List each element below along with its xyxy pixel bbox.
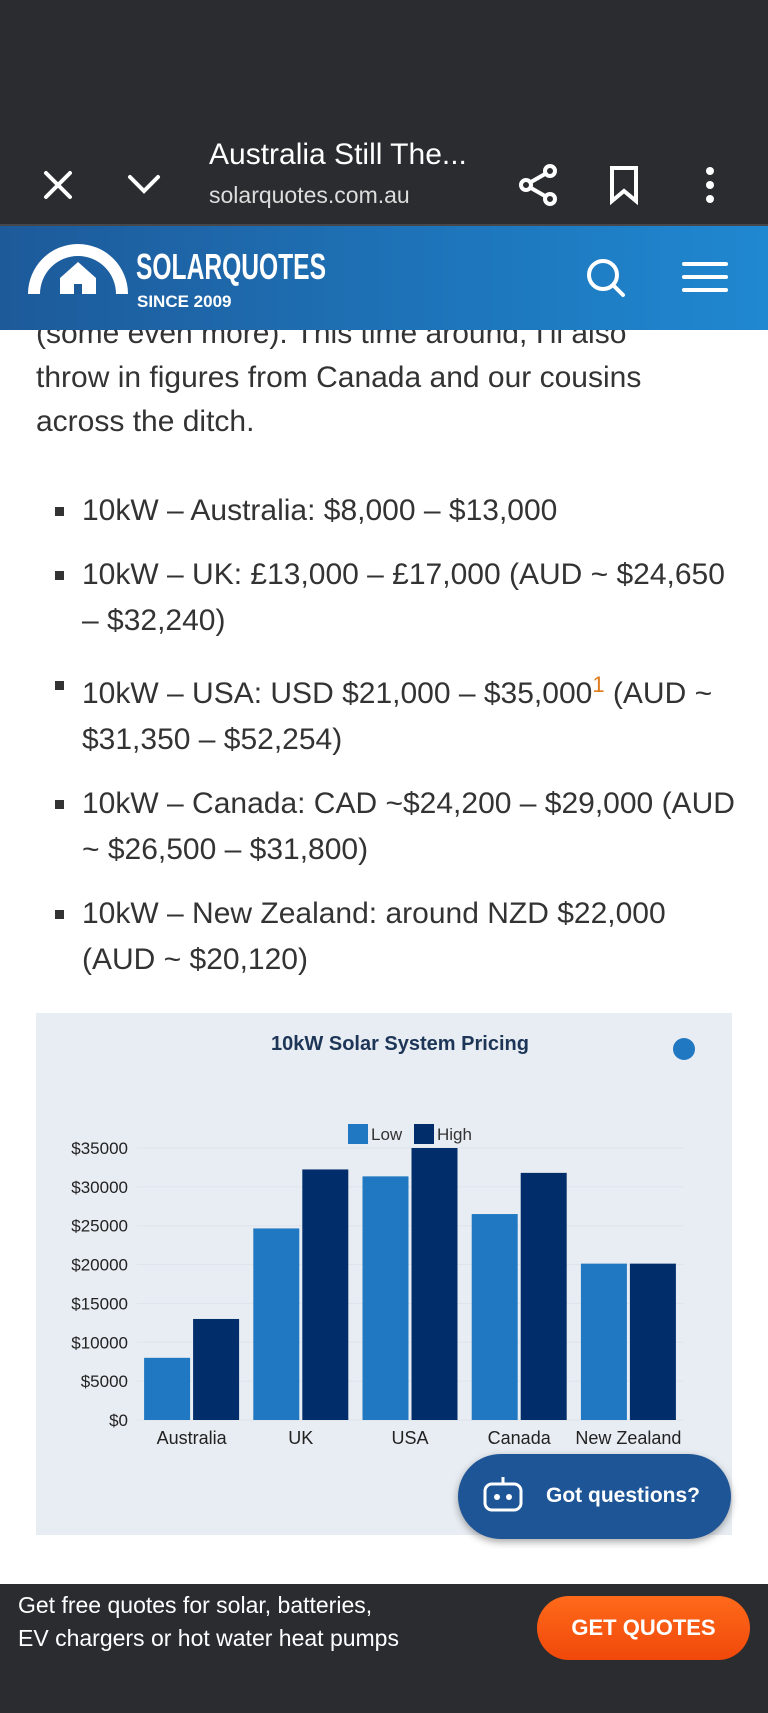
bar (520, 1172, 567, 1420)
bar (629, 1263, 676, 1420)
x-tick-label: New Zealand (575, 1428, 681, 1448)
legend-swatch (348, 1124, 368, 1144)
bar (362, 1176, 409, 1420)
share-icon[interactable] (519, 164, 557, 206)
legend-swatch (414, 1124, 434, 1144)
y-tick-label: $25000 (71, 1217, 128, 1236)
y-tick-label: $5000 (81, 1372, 128, 1391)
article: (some even more). This time around, I'll… (36, 312, 736, 1001)
list-item: 10kW – USA: USD $21,000 – $35,0001 (AUD … (55, 662, 736, 763)
bookmark-icon[interactable] (610, 166, 638, 206)
banner-text: EV chargers or hot water heat pumps (18, 1625, 399, 1651)
footnote[interactable]: 1 (592, 672, 605, 697)
close-icon[interactable] (44, 171, 72, 199)
x-tick-label: Australia (157, 1428, 228, 1448)
item-text: 10kW – UK: £13,000 – £17,000 (AUD ~ $24,… (82, 558, 725, 637)
legend-label: Low (371, 1125, 403, 1144)
banner-text: Get free quotes for solar, batteries, (18, 1592, 373, 1618)
header-graphics: SOLARQUOTES SINCE 2009 (28, 244, 728, 311)
item-text: 10kW – USA: USD $21,000 – $35,000 (82, 677, 593, 710)
nav-bar (0, 1668, 768, 1713)
paragraph-line: across the ditch. (36, 405, 255, 438)
menu-icon[interactable] (682, 262, 728, 292)
list-item: 10kW – New Zealand: around NZD $22,000 (… (55, 891, 736, 983)
logo-arc[interactable] (28, 244, 128, 294)
search-icon[interactable] (587, 259, 625, 297)
item-text: (AUD ~ $31,350 – $52,254) (82, 677, 713, 756)
chat-label: Got questions? (546, 1484, 700, 1507)
bar (302, 1169, 349, 1420)
chart-logo (673, 1038, 695, 1060)
bar (193, 1318, 240, 1420)
y-tick-label: $20000 (71, 1256, 128, 1275)
logo-since: SINCE 2009 (137, 292, 232, 311)
list-item: 10kW – Australia: $8,000 – $13,000 (55, 488, 736, 534)
chart-title: 10kW Solar System Pricing (271, 1033, 529, 1055)
item-text: 10kW – New Zealand: around NZD $22,000 (… (82, 897, 666, 976)
chart: 10kW Solar System Pricing $0 $5000 $10000 $… (71, 1033, 695, 1448)
list-item: 10kW – UK: £13,000 – £17,000 (AUD ~ $24,… (55, 552, 736, 644)
y-tick-label: $30000 (71, 1178, 128, 1197)
bot-icon (483, 1477, 523, 1512)
y-tick-label: $0 (109, 1411, 128, 1430)
page-url: solarquotes.com.au (209, 182, 410, 208)
legend-label: High (437, 1125, 472, 1144)
page-title: Australia Still The... (209, 138, 467, 171)
bar (471, 1214, 518, 1420)
price-list: 10kW – Australia: $8,000 – $13,000 10kW … (36, 488, 736, 983)
list-item: 10kW – Canada: CAD ~$24,200 – $29,000 (A… (55, 781, 736, 873)
chat-button[interactable]: Got questions? (458, 1454, 731, 1539)
item-text: 10kW – Australia: $8,000 – $13,000 (82, 494, 558, 527)
y-tick-label: $15000 (71, 1294, 128, 1313)
chart-panel: 10kW Solar System Pricing $0 $5000 $10000 $… (36, 1013, 732, 1535)
x-tick-label: USA (391, 1428, 428, 1448)
item-text: 10kW – Canada: CAD ~$24,200 – $29,000 (A… (82, 787, 735, 866)
bar (253, 1228, 300, 1420)
browser-icons (44, 164, 714, 206)
bar (144, 1357, 191, 1420)
menu-icon[interactable] (706, 167, 714, 203)
logo-text: SOLARQUOTES (136, 246, 326, 287)
y-tick-label: $35000 (71, 1139, 128, 1158)
browser-bar (0, 135, 768, 226)
bar (411, 1148, 458, 1420)
x-tick-label: Canada (488, 1428, 552, 1448)
get-quotes-button[interactable]: GET QUOTES (537, 1596, 750, 1660)
bar (580, 1263, 627, 1420)
y-tick-label: $10000 (71, 1333, 128, 1352)
collapse-icon[interactable] (128, 175, 160, 194)
site-header: SOLARQUOTES SINCE 2009 (0, 226, 768, 330)
status-bar (0, 0, 768, 135)
x-tick-label: UK (288, 1428, 313, 1448)
paragraph-line: throw in figures from Canada and our cou… (36, 361, 642, 394)
